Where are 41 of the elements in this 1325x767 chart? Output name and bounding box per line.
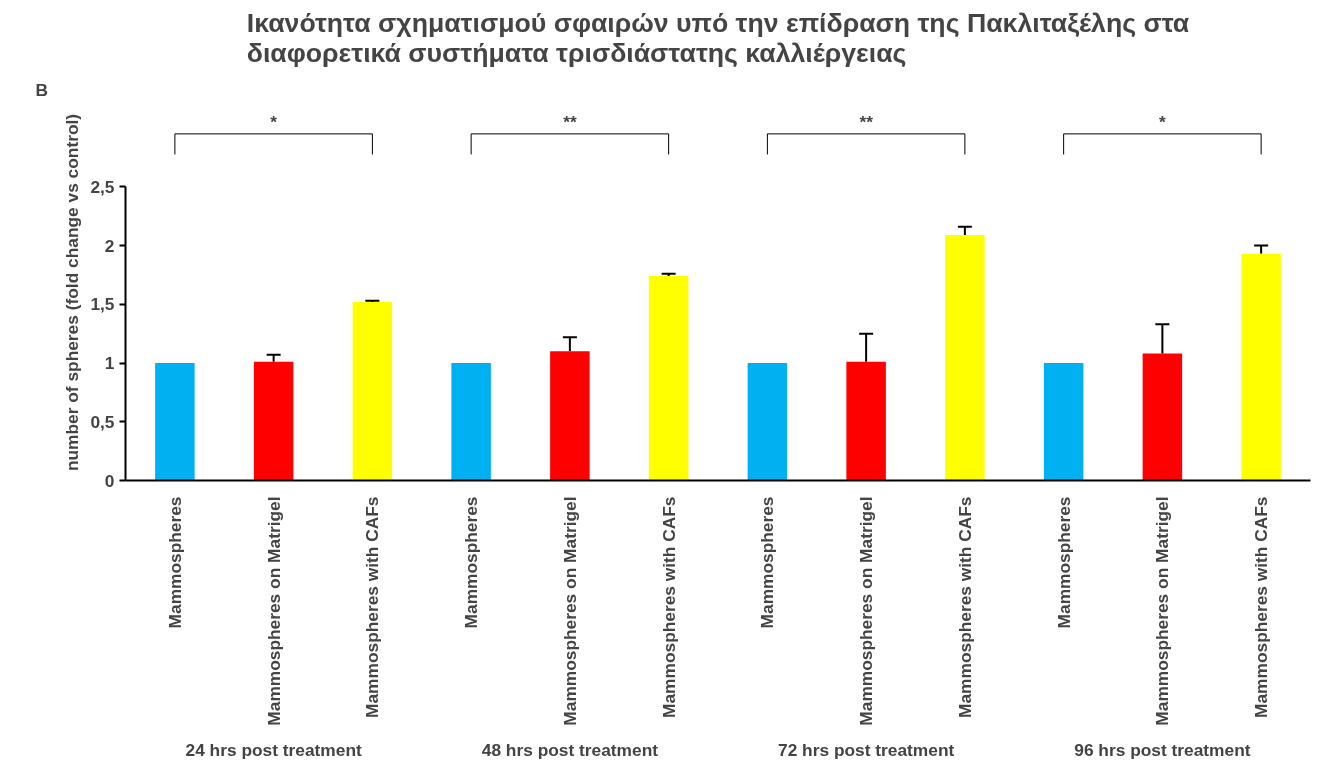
bar bbox=[253, 361, 294, 481]
bar bbox=[846, 361, 886, 481]
x-tick-label: Mammospheres bbox=[757, 496, 778, 629]
text: * bbox=[1159, 111, 1166, 132]
y-axis-title: number of spheres (fold change vs control) bbox=[62, 113, 83, 472]
bar bbox=[352, 301, 393, 481]
bar bbox=[1142, 353, 1183, 481]
y-tick-label: 2,5 bbox=[90, 176, 115, 197]
bar bbox=[451, 363, 491, 481]
y-tick-label: 1 bbox=[104, 353, 115, 373]
y-tick-label: 0,5 bbox=[90, 411, 115, 432]
y-tick-label: 2 bbox=[104, 235, 115, 256]
text: ** bbox=[859, 111, 874, 132]
bar bbox=[1241, 253, 1281, 481]
bar bbox=[648, 276, 689, 481]
x-tick-label: Mammospheres on Matrigel bbox=[856, 496, 877, 726]
x-tick-label: Mammospheres on Matrigel bbox=[1152, 496, 1173, 726]
text: 96 hrs post treatment bbox=[1074, 739, 1251, 760]
bar bbox=[1043, 363, 1084, 481]
x-tick-label: Mammospheres with CAFs bbox=[1251, 496, 1272, 718]
bar bbox=[945, 234, 985, 481]
text: 24 hrs post treatment bbox=[185, 739, 362, 760]
x-tick-label: Mammospheres bbox=[1053, 496, 1074, 629]
x-tick-label: Mammospheres bbox=[461, 496, 482, 629]
bar bbox=[550, 351, 590, 481]
x-tick-label: Mammospheres with CAFs bbox=[658, 496, 679, 718]
chart-title: Ικανότητα σχηματισμού σφαιρών υπό την επίδραση της Πακλιταξέλης στα διαφορετικά συστήματα τρισδιάστατης καλλιέργειας bbox=[246, 7, 1190, 68]
text: * bbox=[270, 111, 278, 132]
y-tick-label: 0 bbox=[104, 470, 115, 491]
y-tick-label: 1,5 bbox=[90, 294, 115, 315]
x-tick-label: Mammospheres with CAFs bbox=[954, 496, 975, 718]
x-tick-label: Mammospheres with CAFs bbox=[362, 496, 383, 718]
text: ** bbox=[563, 111, 577, 132]
bar bbox=[155, 363, 195, 481]
x-tick-label: Mammospheres bbox=[164, 496, 185, 629]
x-tick-label: Mammospheres on Matrigel bbox=[263, 496, 284, 726]
x-tick-label: Mammospheres on Matrigel bbox=[559, 496, 580, 726]
text: 48 hrs post treatment bbox=[481, 739, 659, 760]
text: B bbox=[35, 79, 49, 100]
text: 72 hrs post treatment bbox=[778, 739, 955, 760]
bar bbox=[747, 363, 788, 481]
